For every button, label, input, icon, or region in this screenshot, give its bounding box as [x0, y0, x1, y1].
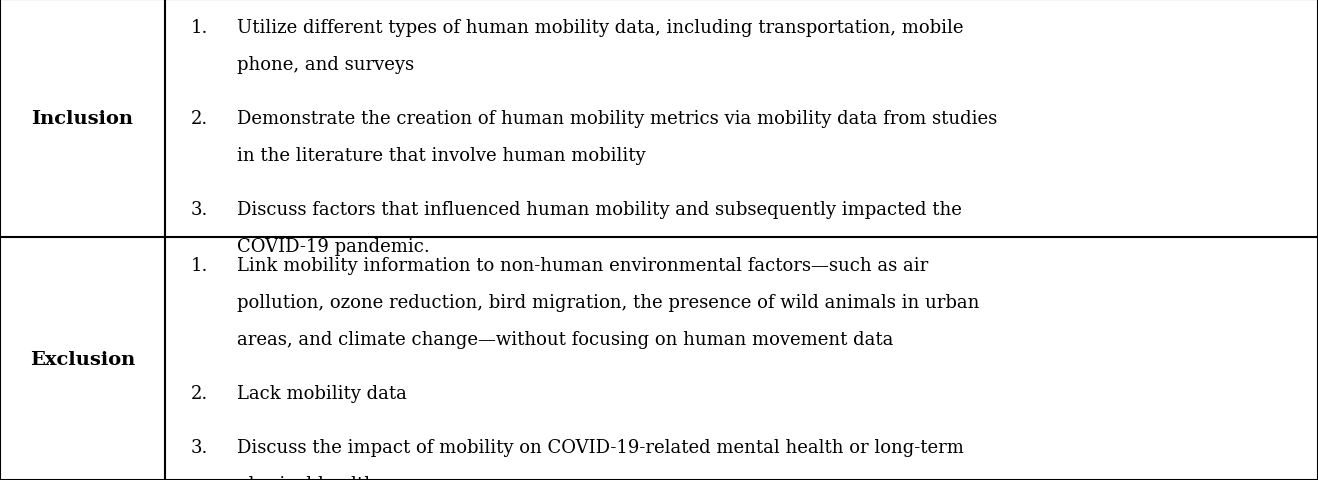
Text: physical health.: physical health. [237, 475, 382, 480]
Text: 1.: 1. [191, 19, 208, 37]
Text: 2.: 2. [191, 110, 208, 128]
Text: 3.: 3. [191, 201, 208, 218]
Text: Discuss the impact of mobility on COVID-19-related mental health or long-term: Discuss the impact of mobility on COVID-… [237, 438, 963, 456]
Text: Utilize different types of human mobility data, including transportation, mobile: Utilize different types of human mobilit… [237, 19, 963, 37]
Text: pollution, ozone reduction, bird migration, the presence of wild animals in urba: pollution, ozone reduction, bird migrati… [237, 294, 979, 312]
Text: Link mobility information to non-human environmental factors—such as air: Link mobility information to non-human e… [237, 257, 928, 275]
Text: Demonstrate the creation of human mobility metrics via mobility data from studie: Demonstrate the creation of human mobili… [237, 110, 998, 128]
Text: COVID-19 pandemic.: COVID-19 pandemic. [237, 238, 430, 255]
Text: Exclusion: Exclusion [30, 350, 134, 368]
Text: 1.: 1. [191, 257, 208, 275]
Text: Lack mobility data: Lack mobility data [237, 384, 407, 402]
Text: phone, and surveys: phone, and surveys [237, 56, 414, 74]
Text: in the literature that involve human mobility: in the literature that involve human mob… [237, 147, 646, 165]
Text: Inclusion: Inclusion [32, 110, 133, 128]
Text: Discuss factors that influenced human mobility and subsequently impacted the: Discuss factors that influenced human mo… [237, 201, 962, 218]
Text: 3.: 3. [191, 438, 208, 456]
Text: areas, and climate change—without focusing on human movement data: areas, and climate change—without focusi… [237, 331, 894, 348]
Text: 2.: 2. [191, 384, 208, 402]
